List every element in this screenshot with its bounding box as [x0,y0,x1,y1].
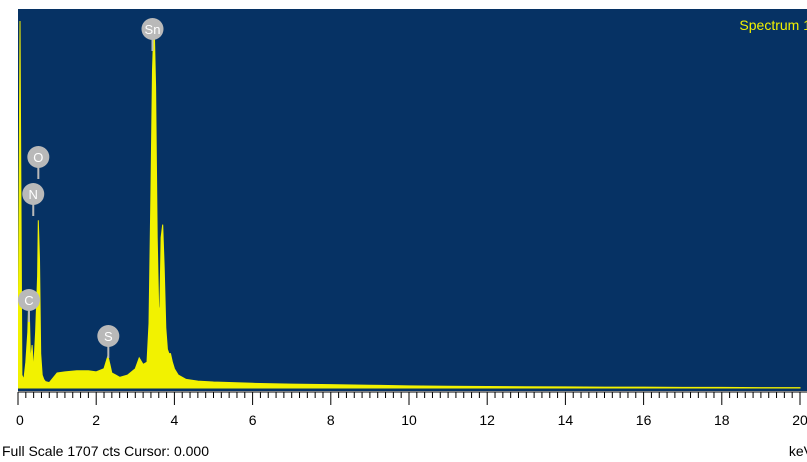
spectrum-title: Spectrum 1 [739,17,807,33]
spectrum-plot-area[interactable]: Sn O N C S Spectrum 1 [18,9,807,391]
x-tick-label: 14 [557,412,574,428]
peak-label-sn[interactable]: Sn [141,18,164,51]
x-tick-label: 8 [326,412,335,428]
peak-label-n[interactable]: N [22,183,45,216]
x-tick-label: 20 [792,412,807,428]
x-tick-label: 2 [92,412,101,428]
svg-text:O: O [33,150,43,165]
svg-text:S: S [104,329,113,344]
svg-text:N: N [29,187,38,202]
x-tick-label: 10 [401,412,417,428]
svg-text:C: C [24,293,33,308]
x-tick-label: 16 [635,412,652,428]
peak-label-o[interactable]: O [27,146,50,179]
svg-text:Sn: Sn [145,22,161,37]
x-axis: 0 2 4 6 8 10 12 14 16 18 20 Full Scale 1707 cts Cu… [0,391,807,462]
spectrum-svg: Sn O N C S [18,18,801,389]
full-scale-cursor-readout: Full Scale 1707 cts Cursor: 0.000 [2,443,209,459]
x-tick-label: 12 [479,412,495,428]
x-tick-label: 4 [170,412,179,428]
x-tick-label: 6 [248,412,257,428]
x-tick-label: 0 [16,412,24,428]
x-axis-svg [17,391,807,405]
x-axis-unit-label: keV [788,443,807,459]
x-tick-label: 18 [714,412,730,428]
peak-label-c[interactable]: C [18,289,40,322]
spectrum-series [18,20,801,389]
peak-label-s[interactable]: S [97,325,120,358]
